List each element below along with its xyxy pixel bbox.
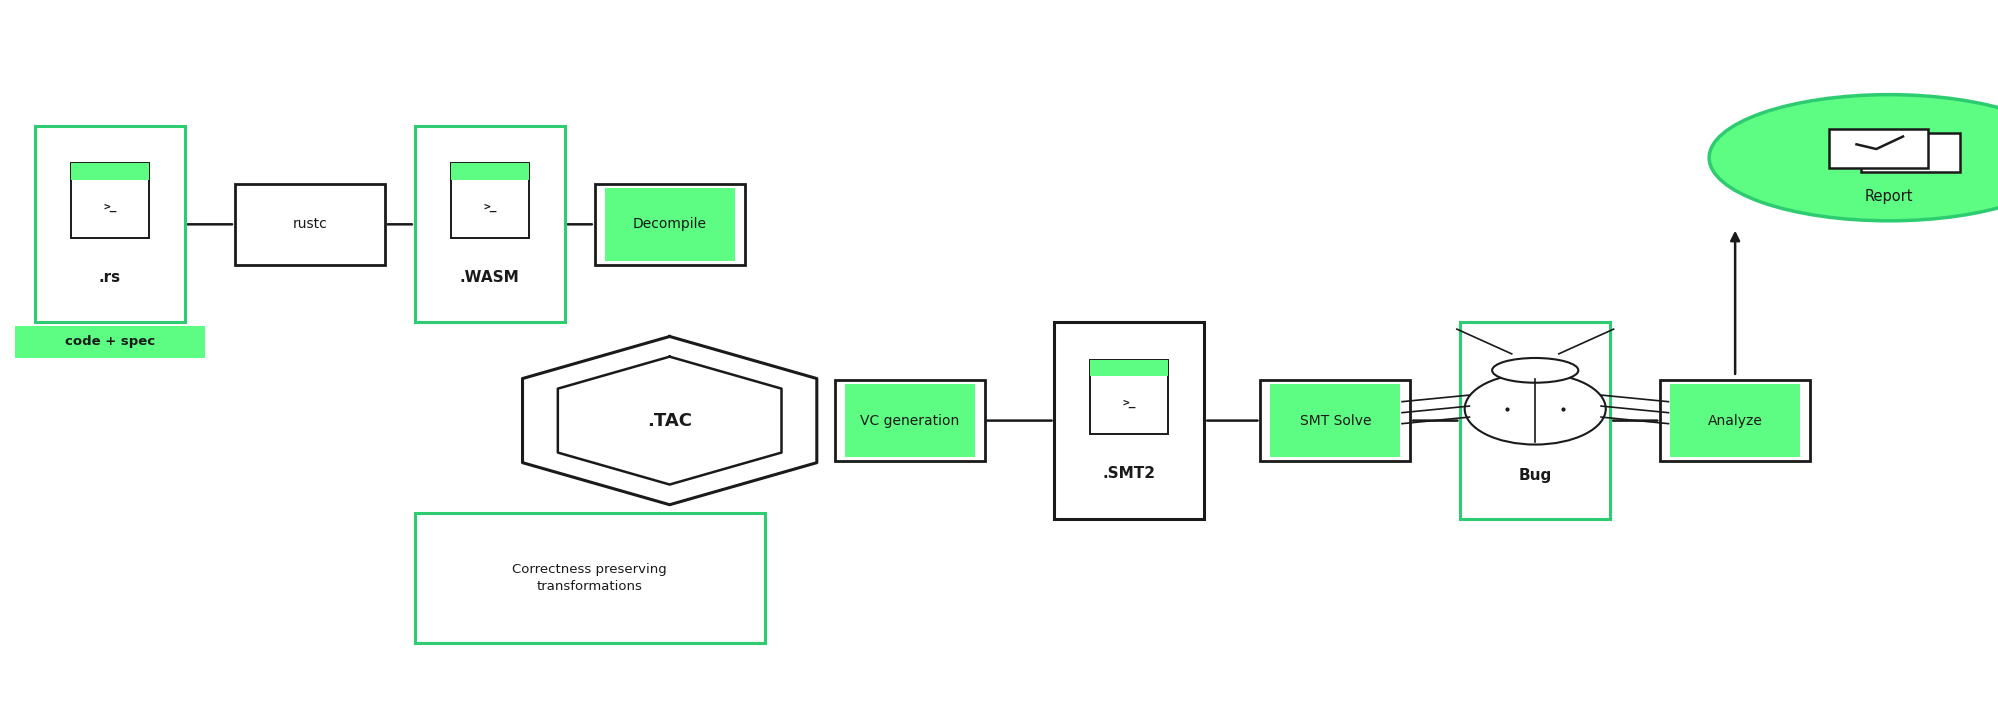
- FancyBboxPatch shape: [1271, 384, 1401, 457]
- FancyBboxPatch shape: [1091, 360, 1167, 435]
- FancyBboxPatch shape: [1055, 322, 1203, 519]
- FancyBboxPatch shape: [1459, 322, 1610, 519]
- FancyBboxPatch shape: [1658, 380, 1810, 461]
- FancyBboxPatch shape: [1860, 133, 1960, 172]
- FancyBboxPatch shape: [835, 380, 985, 461]
- FancyBboxPatch shape: [452, 163, 527, 180]
- FancyBboxPatch shape: [416, 513, 763, 644]
- FancyBboxPatch shape: [236, 184, 384, 264]
- Ellipse shape: [1491, 358, 1578, 383]
- Text: rustc: rustc: [292, 217, 328, 231]
- FancyBboxPatch shape: [1091, 360, 1167, 376]
- FancyBboxPatch shape: [1261, 380, 1411, 461]
- FancyBboxPatch shape: [16, 326, 206, 358]
- FancyBboxPatch shape: [452, 163, 527, 238]
- FancyBboxPatch shape: [595, 184, 745, 264]
- FancyBboxPatch shape: [1828, 129, 1926, 168]
- Text: >_: >_: [484, 202, 496, 212]
- Ellipse shape: [1465, 373, 1604, 444]
- Text: Report: Report: [1864, 189, 1912, 204]
- FancyBboxPatch shape: [72, 163, 150, 238]
- Text: .rs: .rs: [98, 270, 122, 285]
- FancyBboxPatch shape: [36, 126, 184, 322]
- Text: Analyze: Analyze: [1706, 414, 1762, 428]
- Text: Correctness preserving
transformations: Correctness preserving transformations: [511, 564, 667, 593]
- Text: .SMT2: .SMT2: [1103, 466, 1155, 481]
- Text: .WASM: .WASM: [460, 270, 519, 285]
- Text: VC generation: VC generation: [859, 414, 959, 428]
- FancyBboxPatch shape: [845, 384, 975, 457]
- FancyBboxPatch shape: [1670, 384, 1800, 457]
- Text: .TAC: .TAC: [647, 411, 691, 430]
- Text: SMT Solve: SMT Solve: [1299, 414, 1371, 428]
- FancyBboxPatch shape: [72, 163, 150, 180]
- Text: Bug: Bug: [1518, 468, 1550, 483]
- Text: >_: >_: [1123, 398, 1135, 408]
- Circle shape: [1708, 95, 1998, 221]
- Text: code + spec: code + spec: [64, 335, 156, 348]
- FancyBboxPatch shape: [416, 126, 563, 322]
- Text: Decompile: Decompile: [631, 217, 707, 231]
- Text: >_: >_: [104, 202, 116, 212]
- FancyBboxPatch shape: [605, 187, 735, 261]
